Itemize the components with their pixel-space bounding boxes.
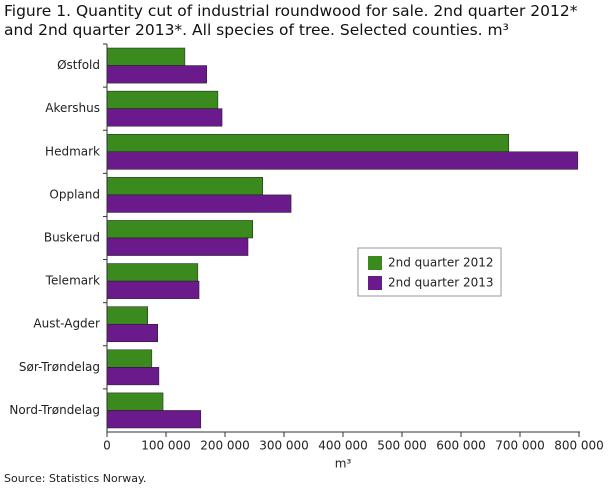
legend-label: 2nd quarter 2012 bbox=[388, 256, 494, 270]
bar bbox=[106, 220, 253, 239]
y-tick-label: Sør-Trøndelag bbox=[19, 360, 100, 374]
y-tick-label: Østfold bbox=[57, 58, 100, 72]
bar bbox=[106, 323, 158, 343]
bar bbox=[106, 410, 202, 429]
bar bbox=[106, 47, 186, 66]
y-tick-label: Hedmark bbox=[45, 144, 100, 158]
y-tick-label: Nord-Trøndelag bbox=[9, 403, 100, 417]
x-tick-label: 200 000 bbox=[200, 439, 250, 453]
legend-swatch bbox=[368, 256, 382, 270]
source-note: Source: Statistics Norway. bbox=[4, 472, 146, 485]
x-tick-label: 500 000 bbox=[377, 439, 427, 453]
bar bbox=[106, 349, 153, 368]
bar bbox=[106, 367, 160, 386]
y-tick-label: Telemark bbox=[45, 274, 100, 288]
legend-label: 2nd quarter 2013 bbox=[388, 276, 494, 290]
bar bbox=[106, 306, 148, 325]
bar bbox=[106, 263, 199, 282]
bar bbox=[106, 133, 510, 153]
bar bbox=[106, 90, 219, 109]
bar bbox=[106, 177, 264, 196]
x-tick-label: 0 bbox=[103, 439, 111, 453]
x-axis-label: m³ bbox=[335, 457, 352, 471]
x-tick-label: 700 000 bbox=[495, 439, 545, 453]
x-tick-label: 600 000 bbox=[436, 439, 486, 453]
y-tick-label: Aust-Agder bbox=[33, 317, 100, 331]
bar bbox=[106, 151, 579, 170]
y-tick-label: Akershus bbox=[45, 101, 100, 115]
bar bbox=[106, 237, 249, 256]
bar bbox=[106, 108, 223, 127]
bar bbox=[106, 194, 292, 213]
chart-title: Figure 1. Quantity cut of industrial rou… bbox=[4, 2, 578, 39]
x-tick-label: 100 000 bbox=[141, 439, 191, 453]
bar bbox=[106, 392, 164, 411]
bar bbox=[106, 280, 200, 299]
x-tick-label: 400 000 bbox=[318, 439, 368, 453]
y-tick-label: Buskerud bbox=[44, 231, 100, 245]
y-tick-label: Oppland bbox=[49, 187, 100, 201]
legend-swatch bbox=[368, 276, 382, 290]
x-tick-label: 800 000 bbox=[554, 439, 604, 453]
bar bbox=[106, 65, 207, 84]
x-tick-label: 300 000 bbox=[259, 439, 309, 453]
